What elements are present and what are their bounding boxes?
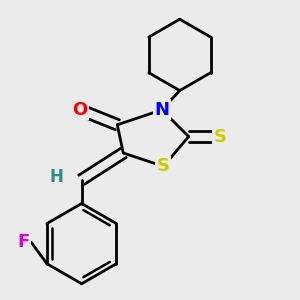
Text: H: H — [50, 168, 63, 186]
Text: O: O — [73, 101, 88, 119]
Text: F: F — [18, 233, 30, 251]
Text: S: S — [213, 128, 226, 146]
Text: N: N — [154, 101, 169, 119]
Text: S: S — [157, 157, 170, 175]
